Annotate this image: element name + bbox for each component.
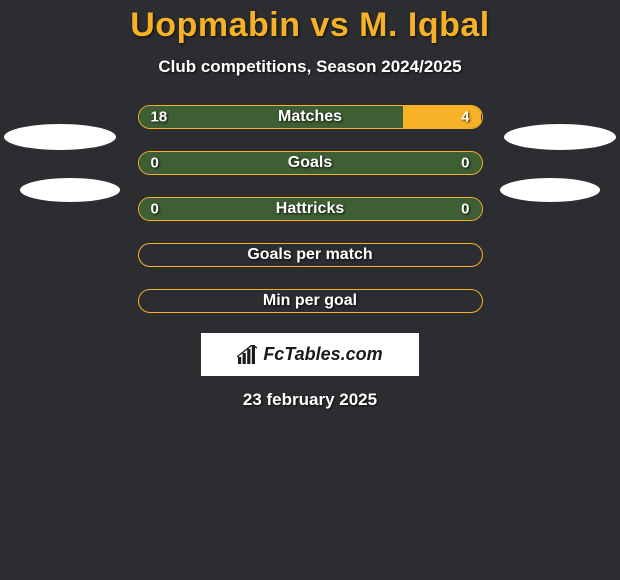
comparison-bar: Goals per match	[138, 243, 483, 267]
bar-label: Goals per match	[247, 246, 372, 264]
bar-value-left: 18	[151, 109, 168, 126]
bar-value-right: 4	[461, 109, 469, 126]
comparison-bar: Matches 18 4	[138, 105, 483, 129]
bar-value-right: 0	[461, 155, 469, 172]
bar-chart-icon	[237, 345, 259, 365]
comparison-row: Min per goal	[0, 289, 620, 313]
comparison-bar: Hattricks 0 0	[138, 197, 483, 221]
bar-value-left: 0	[151, 201, 159, 218]
branding-badge: FcTables.com	[201, 333, 419, 376]
bar-label: Hattricks	[276, 200, 344, 218]
bar-value-right: 0	[461, 201, 469, 218]
comparison-bar: Goals 0 0	[138, 151, 483, 175]
comparison-row: Goals per match	[0, 243, 620, 267]
bar-label: Min per goal	[263, 292, 357, 310]
infographic-container: Uopmabin vs M. Iqbal Club competitions, …	[0, 0, 620, 410]
page-subtitle: Club competitions, Season 2024/2025	[0, 57, 620, 77]
date-label: 23 february 2025	[0, 390, 620, 410]
bar-left-fill	[139, 106, 403, 128]
branding-text: FcTables.com	[263, 344, 382, 365]
comparison-row: Goals 0 0	[0, 151, 620, 175]
comparison-bar: Min per goal	[138, 289, 483, 313]
comparison-row: Hattricks 0 0	[0, 197, 620, 221]
bar-label: Goals	[288, 154, 332, 172]
bar-value-left: 0	[151, 155, 159, 172]
bar-label: Matches	[278, 108, 342, 126]
bar-right-fill	[403, 106, 482, 128]
page-title: Uopmabin vs M. Iqbal	[0, 6, 620, 45]
comparison-row: Matches 18 4	[0, 105, 620, 129]
